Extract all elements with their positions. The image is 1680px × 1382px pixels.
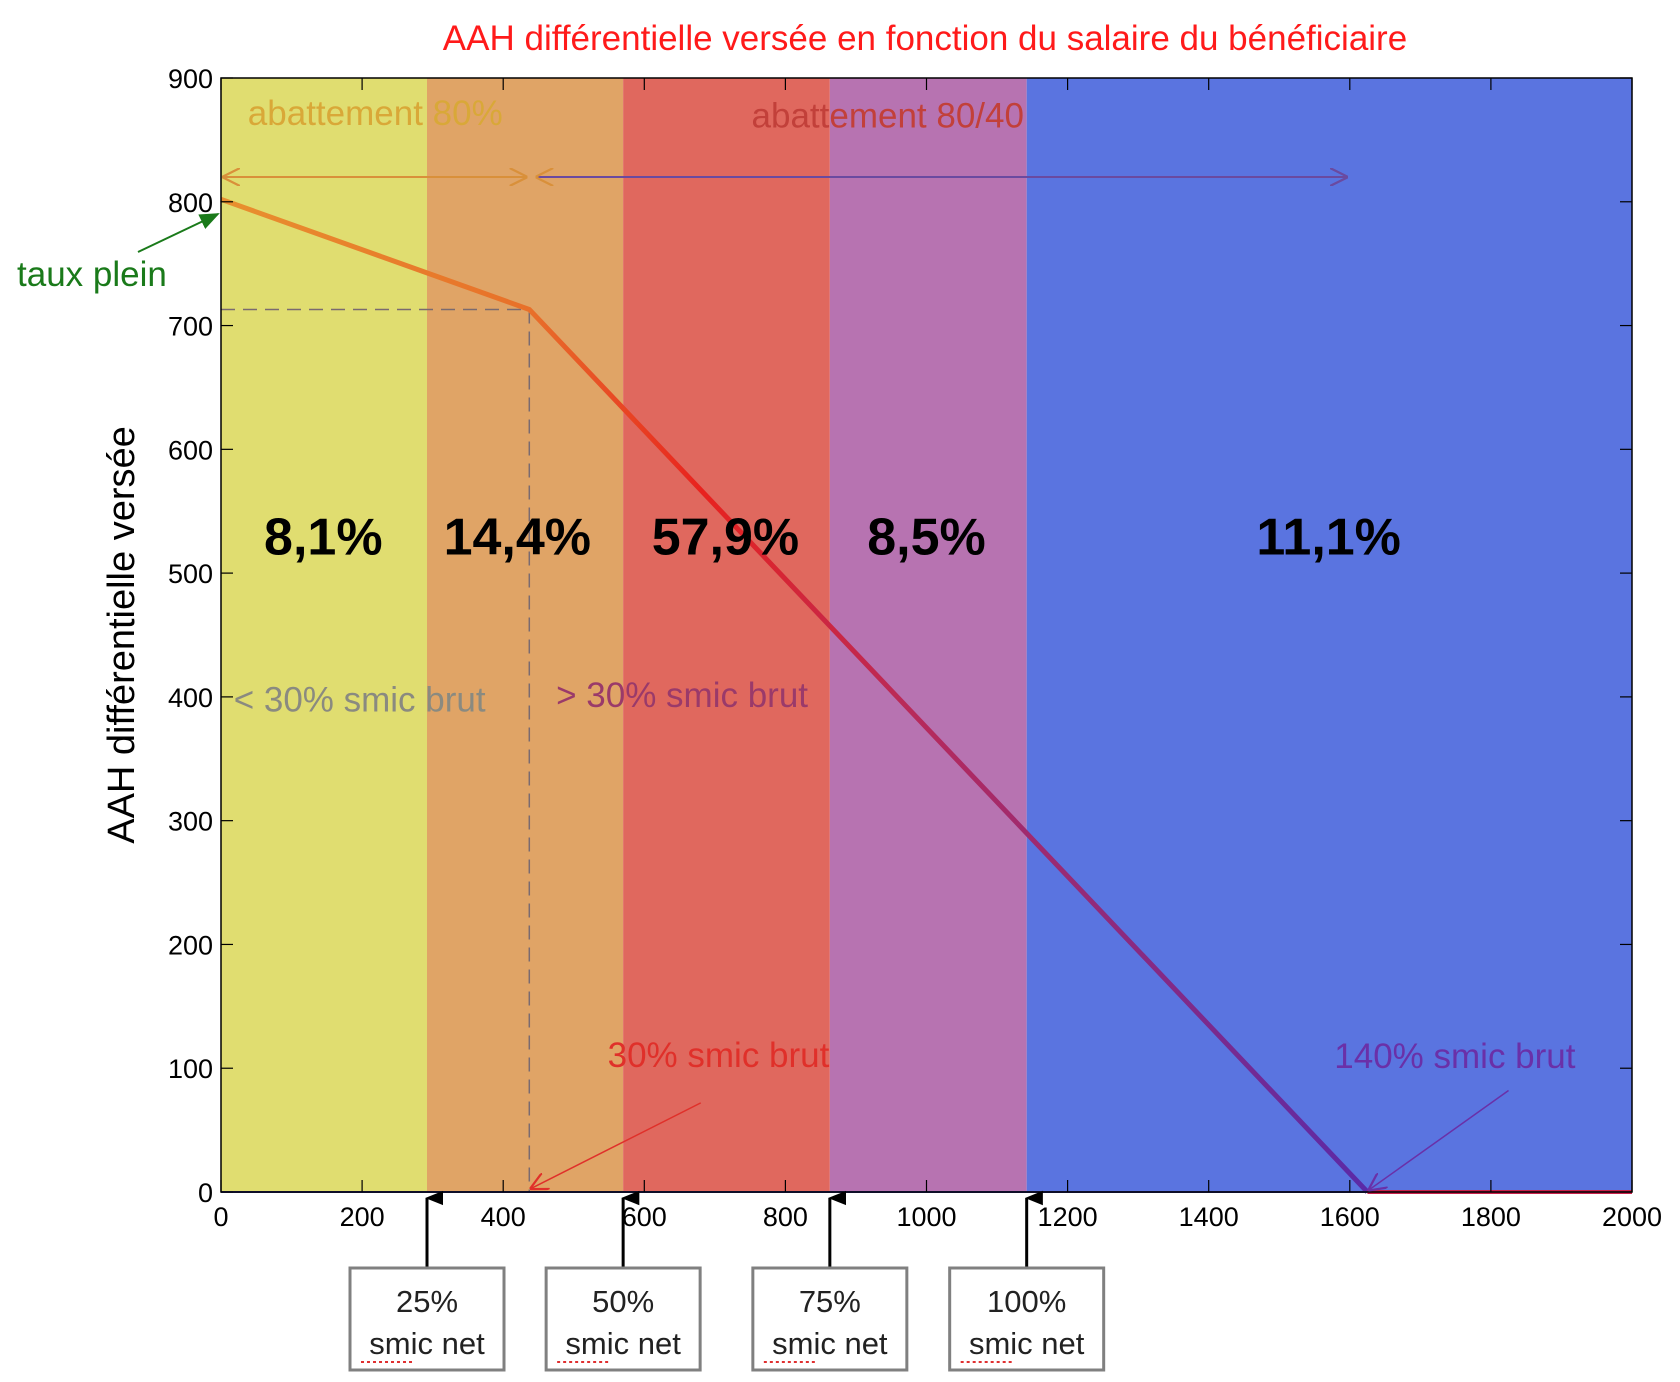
x-tick-label: 0 [213,1202,228,1232]
x-tick-label: 1800 [1461,1202,1521,1232]
smic-box-label: smic net [969,1326,1085,1361]
series-line [220,196,1370,1194]
y-tick-label: 300 [168,807,213,837]
arrow-taux-plein [137,213,220,253]
band-label-3: 57,9% [652,509,799,567]
smic-box-label: smic net [369,1326,485,1361]
smic-box-frame [751,1266,909,1372]
x-tick-label: 400 [481,1202,526,1232]
axes: 0 200 400 600 800 1000 1200 1400 1600 1800 2000 0 10… [168,64,1662,1232]
y-tick-label: 200 [168,930,213,960]
smic-box-4: 100% smic net [948,1190,1106,1372]
smic-box-1: 25% smic net [348,1190,506,1372]
smic-box-frame [544,1266,702,1372]
reference-lines [221,308,531,1192]
annotation-140-smic-brut: 140% smic brut [1334,1037,1575,1076]
y-tick-label: 600 [168,435,213,465]
smic-box-2: 50% smic net [544,1190,702,1372]
bands-layer [221,78,1632,1192]
x-tick-label: 1000 [896,1202,956,1232]
x-tick-label: 800 [763,1202,808,1232]
band-label-2: 14,4% [444,509,591,567]
band-5 [1026,78,1632,1192]
smic-boxes: 25% smic net 50% smic net 75% smic net 100% smi… [348,1190,1106,1372]
smic-box-pct: 25% [396,1284,458,1319]
y-tick-label: 100 [168,1054,213,1084]
arrow-30-smic-brut [531,1102,702,1188]
smic-box-label: smic net [772,1326,888,1361]
band-1 [221,78,428,1192]
annotation-taux-plein: taux plein [17,255,167,294]
band-2 [427,78,624,1192]
band-4 [829,78,1027,1192]
annotation-plus-30-smic: > 30% smic brut [556,676,808,715]
smic-box-3: 75% smic net [751,1190,909,1372]
y-axis-label: AAH différentielle versée [101,426,143,844]
smic-box-label: smic net [565,1326,681,1361]
band-label-1: 8,1% [264,509,383,567]
x-tick-label: 2000 [1602,1202,1662,1232]
arrow-140-smic-brut [1370,1089,1509,1190]
annotation-abattement-80-40: abattement 80/40 [752,97,1024,136]
annotation-abattement-80: abattement 80% [248,94,503,133]
annotation-moins-30-smic: < 30% smic brut [234,681,486,720]
y-tick-label: 900 [168,64,213,94]
chart-title: AAH différentielle versée en fonction du… [443,19,1407,58]
y-tick-label: 700 [168,312,213,342]
y-tick-label: 500 [168,559,213,589]
x-tick-label: 1600 [1320,1202,1380,1232]
band-3 [623,78,830,1192]
x-tick-label: 200 [340,1202,385,1232]
y-tick-label: 0 [198,1178,213,1208]
smic-box-frame [348,1266,506,1372]
y-tick-label: 400 [168,683,213,713]
band-label-4: 8,5% [867,509,986,567]
smic-box-pct: 75% [799,1284,861,1319]
x-tick-label: 1200 [1038,1202,1098,1232]
y-tick-label: 800 [168,188,213,218]
band-labels: 8,1% 14,4% 57,9% 8,5% 11,1% [264,509,1401,567]
smic-box-frame [948,1266,1106,1372]
smic-box-pct: 100% [987,1284,1066,1319]
x-tick-label: 600 [622,1202,667,1232]
smic-box-pct: 50% [592,1284,654,1319]
annotation-30-smic-brut: 30% smic brut [608,1036,830,1075]
band-label-5: 11,1% [1256,509,1401,567]
x-tick-label: 1400 [1179,1202,1239,1232]
